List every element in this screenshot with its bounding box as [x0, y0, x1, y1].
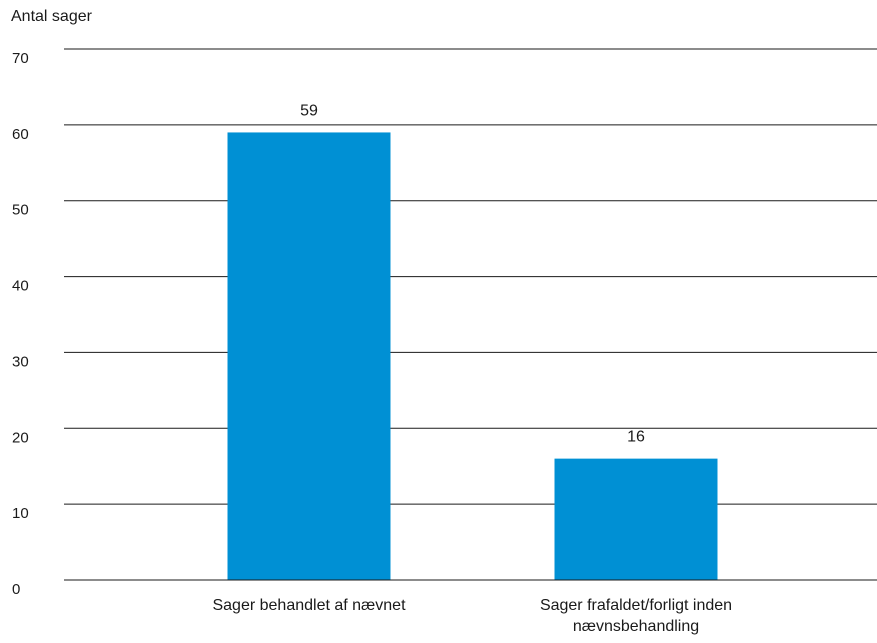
- x-tick-label: Sager behandlet af nævnet: [212, 597, 406, 614]
- bar-2: [554, 458, 718, 580]
- bar-1: [227, 132, 391, 580]
- y-tick-label: 70: [12, 50, 29, 67]
- y-tick-label: 30: [12, 353, 29, 370]
- y-tick-label: 20: [12, 429, 29, 446]
- y-axis-label: Antal sager: [11, 8, 92, 25]
- y-tick-label: 40: [12, 278, 29, 295]
- y-tick-label: 0: [12, 581, 20, 598]
- y-tick-label: 10: [12, 505, 29, 522]
- data-label: 16: [627, 429, 645, 446]
- y-tick-label: 60: [12, 126, 29, 143]
- data-label: 59: [300, 102, 318, 119]
- y-tick-label: 50: [12, 202, 29, 219]
- x-tick-label: nævnsbehandling: [573, 618, 699, 635]
- x-tick-label: Sager frafaldet/forligt inden: [540, 597, 732, 614]
